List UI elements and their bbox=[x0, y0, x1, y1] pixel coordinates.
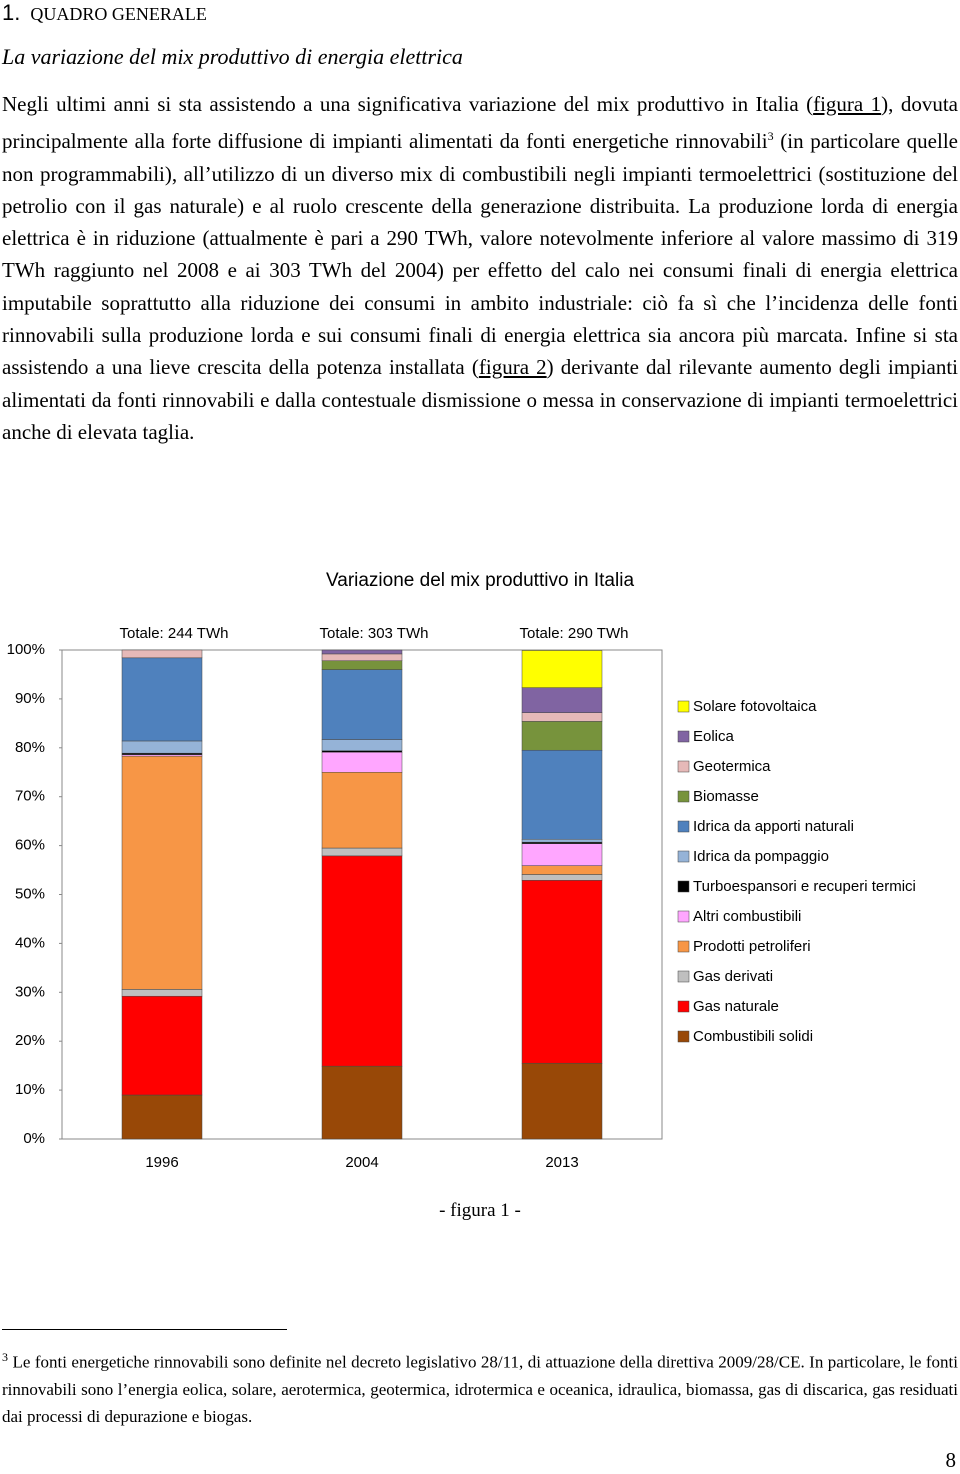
text: (in particolare quelle non programmabili… bbox=[2, 129, 958, 380]
bar-segment bbox=[521, 650, 603, 688]
legend-swatch bbox=[677, 760, 690, 773]
legend-label: Biomasse bbox=[693, 788, 759, 805]
bar-segment bbox=[321, 847, 403, 857]
text: ) derivante dal rilevante aumento degli … bbox=[2, 355, 958, 444]
legend-label: Idrica da apporti naturali bbox=[693, 818, 854, 835]
bar-total-label: Totale: 303 TWh bbox=[320, 625, 429, 642]
bar-total-label: Totale: 290 TWh bbox=[520, 625, 629, 642]
legend-label: Combustibili solidi bbox=[693, 1028, 813, 1045]
text: ), dovuta principalmente alla forte diff… bbox=[2, 92, 958, 154]
bar-segment bbox=[121, 657, 203, 742]
figure-link[interactable]: figura 1 bbox=[813, 92, 882, 116]
text: Negli ultimi anni si sta assistendo a un… bbox=[2, 92, 814, 116]
footnote-ref: 3 bbox=[767, 129, 774, 144]
page-number: 8 bbox=[945, 1448, 957, 1472]
footnote-rule bbox=[2, 1329, 287, 1330]
bar-segment bbox=[521, 874, 603, 881]
bar-segment bbox=[321, 660, 403, 670]
y-tick-label: 100% bbox=[7, 641, 45, 658]
legend-label: Gas naturale bbox=[693, 998, 779, 1015]
bar-segment bbox=[521, 843, 603, 866]
bar-segment bbox=[121, 1094, 203, 1140]
legend-swatch bbox=[677, 850, 690, 863]
bar-segment bbox=[521, 687, 603, 713]
y-tick-label: 10% bbox=[15, 1081, 45, 1098]
y-tick-label: 50% bbox=[15, 885, 45, 902]
bar-total-label: Totale: 244 TWh bbox=[120, 625, 229, 642]
legend-label: Idrica da pompaggio bbox=[693, 848, 829, 865]
y-tick-label: 80% bbox=[15, 739, 45, 756]
legend-label: Altri combustibili bbox=[693, 908, 801, 925]
bar-segment bbox=[521, 1062, 603, 1140]
bar-segment bbox=[321, 855, 403, 1067]
bar-segment bbox=[521, 712, 603, 722]
legend-label: Eolica bbox=[693, 728, 735, 745]
bar-segment bbox=[521, 838, 603, 843]
bar-segment bbox=[321, 649, 403, 655]
legend-swatch bbox=[677, 1030, 690, 1043]
chart: Variazione del mix produttivo in Italia … bbox=[7, 570, 916, 1171]
y-tick-label: 40% bbox=[15, 934, 45, 951]
bar-segment bbox=[121, 649, 203, 659]
y-tick-label: 20% bbox=[15, 1032, 45, 1049]
legend-swatch bbox=[677, 970, 690, 983]
y-tick-label: 90% bbox=[15, 690, 45, 707]
legend-swatch bbox=[677, 910, 690, 923]
y-tick-label: 70% bbox=[15, 788, 45, 805]
heading-number: 1. bbox=[2, 0, 21, 25]
legend-swatch bbox=[677, 730, 690, 743]
bar-segment bbox=[321, 669, 403, 740]
subtitle: La variazione del mix produttivo di ener… bbox=[2, 44, 463, 69]
bar-segment bbox=[321, 751, 403, 773]
legend-swatch bbox=[677, 820, 690, 833]
legend-label: Geotermica bbox=[693, 758, 771, 775]
bar-segment bbox=[121, 989, 203, 997]
bar-segment bbox=[321, 1065, 403, 1140]
bar-segment bbox=[121, 755, 203, 990]
paragraph: Negli ultimi anni si sta assistendo a un… bbox=[2, 88, 958, 448]
bar-segment bbox=[121, 995, 203, 1096]
caption: - figura 1 - bbox=[439, 1200, 521, 1221]
y-tick-label: 30% bbox=[15, 983, 45, 1000]
x-tick-label: 2004 bbox=[345, 1154, 378, 1171]
bar-segment bbox=[321, 653, 403, 662]
footnote-mark: 3 bbox=[2, 1350, 8, 1364]
legend-swatch bbox=[677, 790, 690, 803]
footnote: 3 Le fonti energetiche rinnovabili sono … bbox=[2, 1344, 958, 1430]
chart-title: Variazione del mix produttivo in Italia bbox=[326, 570, 634, 591]
bar-segment bbox=[321, 739, 403, 751]
x-tick-label: 2013 bbox=[545, 1154, 578, 1171]
bar-segment bbox=[521, 721, 603, 751]
legend-swatch bbox=[677, 880, 690, 893]
figure-link[interactable]: figura 2 bbox=[478, 355, 547, 380]
x-tick-label: 1996 bbox=[145, 1154, 178, 1171]
y-tick-label: 60% bbox=[15, 837, 45, 854]
bar-segment bbox=[521, 749, 603, 840]
legend-label: Solare fotovoltaica bbox=[693, 698, 817, 715]
heading-title: QUADRO GENERALE bbox=[30, 4, 207, 24]
legend-swatch bbox=[677, 700, 690, 713]
legend-swatch bbox=[677, 1000, 690, 1013]
bar-segment bbox=[521, 880, 603, 1064]
legend-label: Gas derivati bbox=[693, 968, 773, 985]
bar-segment bbox=[121, 740, 203, 754]
y-tick-label: 0% bbox=[23, 1130, 45, 1147]
footnote-text: Le fonti energetiche rinnovabili sono de… bbox=[2, 1352, 959, 1426]
legend-swatch bbox=[677, 940, 690, 953]
heading: 1. QUADRO GENERALE bbox=[2, 0, 207, 26]
bar-segment bbox=[521, 865, 603, 875]
legend-label: Prodotti petroliferi bbox=[693, 938, 811, 955]
bar-segment bbox=[321, 772, 403, 849]
legend-label: Turboespansori e recuperi termici bbox=[693, 878, 916, 895]
